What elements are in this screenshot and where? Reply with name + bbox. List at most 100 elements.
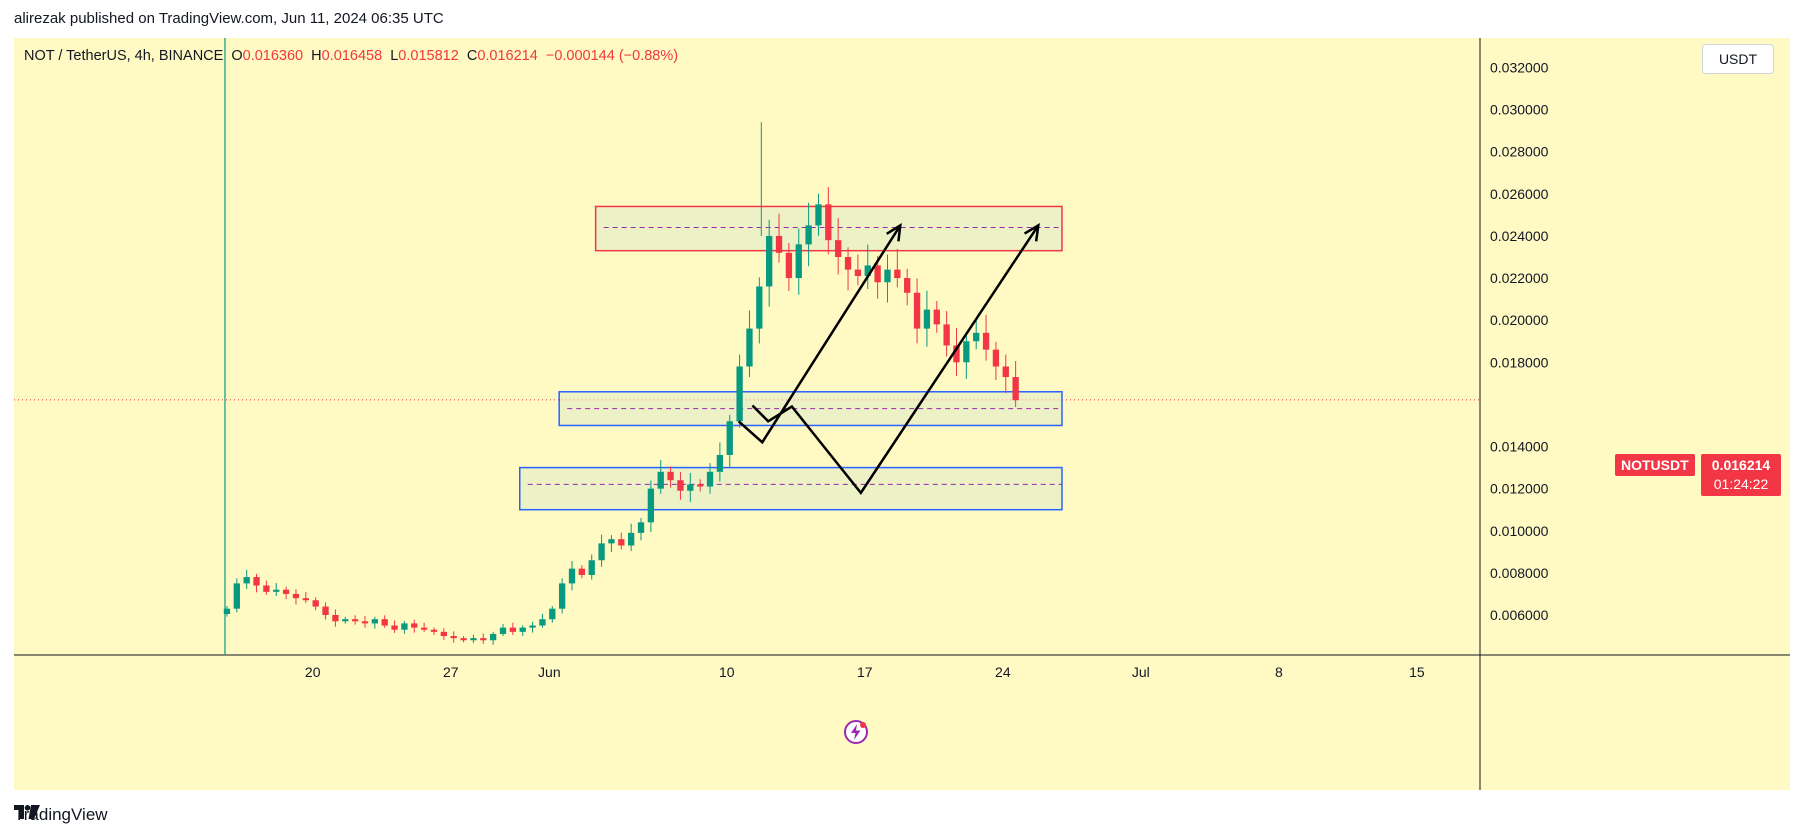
candle-body	[351, 619, 359, 622]
candle-body	[1012, 377, 1019, 401]
candle-body	[401, 623, 408, 630]
lightning-event-icon[interactable]	[843, 719, 869, 745]
price-tick-label: 0.028000	[1490, 144, 1549, 160]
price-tick-label: 0.032000	[1490, 59, 1549, 75]
candle-body	[825, 204, 832, 241]
high-value: 0.016458	[321, 48, 383, 64]
candle-body	[667, 471, 674, 481]
footer: TradingView	[14, 805, 108, 825]
price-tick-label: 0.020000	[1490, 312, 1549, 328]
open-value: 0.016360	[242, 48, 304, 64]
candle-body	[775, 235, 783, 253]
change-value: −0.000144 (−0.88%)	[545, 48, 679, 64]
close-value: 0.016214	[477, 48, 538, 64]
candle-body	[539, 619, 546, 626]
candle-body	[953, 345, 960, 363]
candle-body	[509, 627, 517, 632]
candle-body	[263, 585, 270, 592]
tradingview-logo-icon	[14, 805, 40, 819]
price-tick-label: 0.030000	[1490, 102, 1549, 118]
candle-body	[440, 631, 447, 637]
candle-body	[558, 583, 566, 609]
projection-path-short[interactable]	[737, 224, 902, 445]
candlestick-chart[interactable]: 0.032000 0.030000 0.028000 0.026000 0.024000…	[14, 38, 1790, 790]
candle-body	[460, 638, 467, 641]
close-label: C	[466, 48, 478, 64]
candle-body	[273, 589, 280, 592]
price-tick-label: 0.026000	[1490, 186, 1549, 202]
price-tick-label: 0.008000	[1490, 565, 1549, 581]
candle-body	[243, 577, 250, 584]
candle-body	[805, 225, 812, 245]
candle-body	[943, 324, 950, 346]
candle-body	[973, 332, 980, 342]
candle-body	[835, 240, 842, 258]
last-price-tag: 0.016214 01:24:22	[1701, 454, 1781, 496]
candle-body	[480, 638, 487, 641]
candle-body	[844, 257, 852, 270]
candle-body	[637, 522, 645, 533]
bar-countdown: 01:24:22	[1713, 476, 1769, 492]
candle-body	[904, 278, 911, 293]
low-label: L	[390, 48, 399, 64]
candle-body	[282, 589, 290, 594]
candle-body	[795, 244, 802, 279]
candle-body	[992, 349, 1000, 367]
candle-body	[884, 269, 891, 283]
price-tick-label: 0.006000	[1490, 607, 1549, 623]
symbol-price-tag: NOTUSDT	[1615, 454, 1695, 476]
candle-body	[854, 269, 862, 276]
candle-body	[499, 627, 507, 634]
time-tick-label: 15	[1409, 664, 1425, 680]
candle-body	[391, 625, 398, 630]
candle-body	[253, 577, 260, 586]
candle-body	[933, 309, 940, 325]
currency-button[interactable]: USDT	[1702, 44, 1774, 74]
price-tick-label: 0.012000	[1490, 481, 1549, 497]
open-label: O	[231, 48, 243, 64]
projection-path-long[interactable]	[751, 224, 1040, 495]
candle-body	[529, 625, 536, 628]
candle-body	[519, 627, 526, 632]
candle-body	[489, 633, 497, 641]
support-zone-2[interactable]	[519, 466, 1063, 511]
time-tick-label: 17	[857, 664, 873, 680]
candle-body	[657, 471, 664, 489]
candle-body	[1002, 366, 1009, 378]
candle-body	[756, 286, 763, 329]
candle-body	[706, 471, 714, 487]
candle-body	[746, 328, 753, 367]
candle-body	[963, 341, 970, 363]
candle-body	[292, 593, 300, 599]
projection-path-short-arrowhead	[886, 222, 902, 242]
candle-body	[411, 623, 418, 628]
candle-body	[923, 309, 931, 329]
candle-body	[618, 539, 625, 546]
time-tick-label: Jul	[1132, 664, 1150, 680]
candle-body	[766, 235, 773, 287]
candle-body	[608, 539, 615, 544]
candle-body	[302, 598, 309, 601]
time-tick-label: 20	[305, 664, 321, 680]
time-tick-label: 8	[1275, 664, 1283, 680]
candle-body	[233, 583, 240, 609]
price-tick-label: 0.018000	[1490, 354, 1549, 370]
candle-body	[322, 606, 329, 615]
candle-body	[815, 204, 822, 226]
candle-body	[470, 638, 477, 641]
candle-body	[312, 600, 319, 607]
candle-body	[450, 636, 457, 639]
candle-body	[420, 627, 428, 630]
low-value: 0.015812	[398, 48, 459, 64]
price-tick-label: 0.024000	[1490, 228, 1549, 244]
time-tick-label: 10	[719, 664, 735, 680]
candle-body	[223, 608, 231, 614]
time-tick-label: 24	[995, 664, 1011, 680]
candle-body	[371, 619, 378, 624]
candle-body	[628, 532, 635, 546]
time-tick-label: 27	[443, 664, 459, 680]
candle-body	[785, 252, 793, 279]
chart-area[interactable]: 0.032000 0.030000 0.028000 0.026000 0.024000…	[14, 38, 1790, 790]
candle-body	[982, 332, 990, 350]
price-tick-label: 0.022000	[1490, 270, 1549, 286]
